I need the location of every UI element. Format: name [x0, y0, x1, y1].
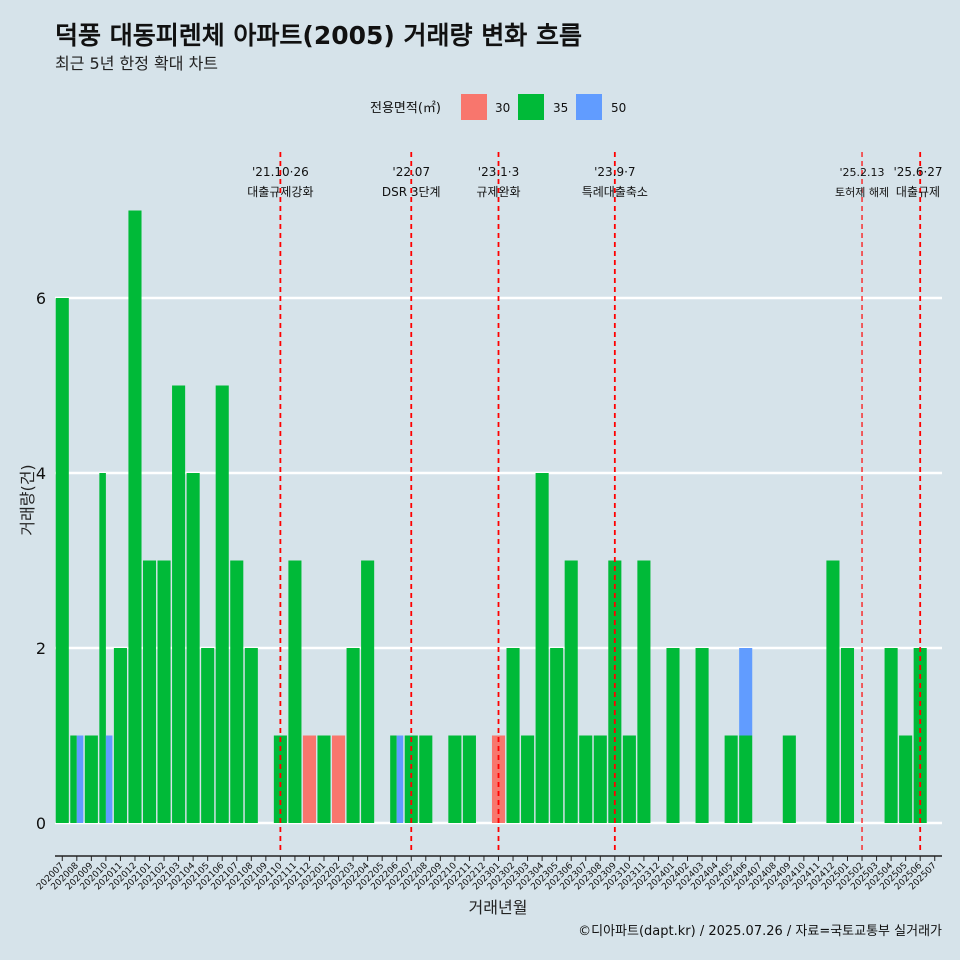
bar-202204-35: [361, 560, 375, 823]
bar-202102-35: [157, 560, 171, 823]
bar-202112-30: [302, 735, 317, 823]
bar-202311-35: [637, 560, 651, 823]
bar-202406-50: [739, 648, 753, 736]
x-axis-title: 거래년월: [469, 898, 528, 917]
bar-202301-30: [491, 735, 506, 823]
y-axis-ticks: 0 2 4 6: [36, 289, 46, 833]
bar-202111-35: [288, 560, 302, 823]
y-tick-label: 4: [36, 464, 46, 483]
y-tick-label: 2: [36, 639, 46, 658]
event-label: 규제완화: [476, 185, 520, 199]
event-label: 대출규제: [896, 185, 940, 199]
bar-202401-35: [666, 648, 680, 823]
bars: [55, 210, 927, 823]
bar-202110-35: [273, 735, 287, 823]
event-date: '22.07: [392, 165, 430, 179]
event-date: '25.2.13: [840, 166, 885, 179]
bar-202403-35: [695, 648, 709, 823]
bar-202206-35: [390, 735, 397, 823]
legend-swatch-50: [576, 94, 602, 120]
caption: ©디아파트(dapt.kr) / 2025.07.26 / 자료=국토교통부 실…: [578, 924, 942, 939]
chart-subtitle: 최근 5년 한정 확대 차트: [55, 54, 218, 73]
y-tick-label: 0: [36, 814, 46, 833]
bar-202008-35: [70, 735, 77, 823]
bar-202107-35: [230, 560, 244, 823]
event-label: 토허제 해제: [835, 185, 889, 199]
bar-202210-35: [448, 735, 462, 823]
legend-title: 전용면적(㎡): [370, 101, 441, 116]
bar-202206-50: [396, 735, 404, 823]
bar-202306-35: [564, 560, 578, 823]
event-label: 대출규제강화: [247, 185, 313, 199]
event-label: 특례대출축소: [582, 185, 648, 199]
bar-202201-35: [317, 735, 331, 823]
bar-202406-35: [739, 735, 753, 823]
event-date: '21.10·26: [252, 165, 309, 179]
bar-202101-35: [142, 560, 157, 823]
bar-202010-50: [105, 735, 113, 823]
bar-202505-35: [899, 735, 913, 823]
bar-202009-35: [84, 735, 98, 823]
legend-label-50: 50: [611, 101, 626, 115]
bar-202011-35: [113, 648, 127, 823]
bar-202105-35: [201, 648, 215, 823]
legend: 전용면적(㎡) 30 35 50: [370, 94, 626, 120]
bar-202501-35: [840, 648, 855, 823]
legend-label-35: 35: [553, 101, 568, 115]
bar-202303-35: [521, 735, 535, 823]
bar-202108-35: [244, 648, 258, 823]
bar-202305-35: [550, 648, 564, 823]
bar-202405-35: [724, 735, 738, 823]
bar-202310-35: [622, 735, 636, 823]
event-date: '23.1·3: [478, 165, 519, 179]
bar-202412-35: [826, 560, 840, 823]
bar-202010-35: [99, 473, 106, 823]
bar-202211-35: [462, 735, 476, 823]
event-date: '23.9·7: [594, 165, 635, 179]
bar-202302-35: [506, 648, 520, 823]
bar-202308-35: [593, 735, 607, 823]
bar-202409-35: [782, 735, 796, 823]
bar-202309-35: [608, 560, 622, 823]
y-tick-label: 6: [36, 289, 46, 308]
bar-202104-35: [186, 473, 200, 823]
event-markers: '21.10·26 대출규제강화 '22.07 DSR 3단계 '23.1·3 규제완화 '…: [247, 152, 943, 850]
bar-202106-35: [215, 385, 229, 823]
bar-202202-30: [332, 735, 346, 823]
bar-202203-35: [346, 648, 360, 823]
bar-202103-35: [172, 385, 186, 823]
chart-title: 덕풍 대동피렌체 아파트(2005) 거래량 변화 흐름: [55, 21, 582, 50]
legend-swatch-30: [461, 94, 487, 120]
bar-202007-35: [55, 298, 69, 823]
bar-202307-35: [579, 735, 593, 823]
bar-202304-35: [535, 473, 549, 823]
bar-202208-35: [419, 735, 433, 823]
bar-202008-50: [76, 735, 84, 823]
bar-202012-35: [128, 210, 142, 823]
legend-swatch-35: [518, 94, 544, 120]
y-axis-title: 거래량(건): [18, 464, 37, 535]
event-label: DSR 3단계: [382, 185, 441, 199]
bar-202506-35: [913, 648, 927, 823]
event-date: '25.6·27: [893, 165, 942, 179]
bar-202504-35: [884, 648, 898, 823]
bar-202207-35: [404, 735, 418, 823]
legend-label-30: 30: [495, 101, 510, 115]
